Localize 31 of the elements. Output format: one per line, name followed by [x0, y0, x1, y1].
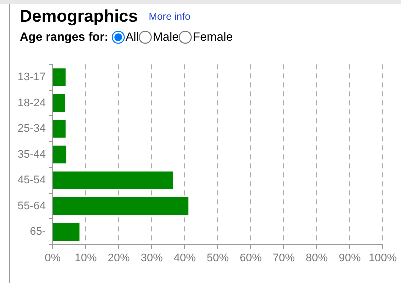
chart-title: Demographics	[20, 7, 138, 27]
x-tick-label: 80%	[306, 252, 328, 265]
y-tick-label: 35-44	[18, 148, 46, 161]
text: Age ranges for:	[20, 30, 109, 44]
x-tick-label: 30%	[140, 252, 164, 265]
bar	[54, 68, 66, 86]
bar	[54, 172, 174, 190]
bar	[54, 94, 66, 112]
x-tick-label: 0%	[45, 252, 62, 265]
bar	[54, 120, 66, 138]
text: More info	[149, 12, 191, 23]
y-tick-label: 45-54	[18, 174, 46, 187]
x-tick-label: 20%	[108, 252, 130, 265]
x-tick-label: 10%	[74, 252, 98, 265]
x-tick-label: 40%	[174, 252, 196, 265]
bar	[54, 223, 80, 241]
y-tick-label: 55-64	[18, 200, 46, 212]
x-tick-label: 50%	[206, 252, 230, 265]
x-tick-label: 70%	[272, 252, 296, 265]
y-tick-label: 65-	[30, 226, 46, 238]
y-tick-label: 25-34	[18, 123, 46, 136]
x-tick-label: 60%	[240, 252, 262, 265]
text: All	[124, 30, 140, 44]
x-tick-label: 100%	[368, 252, 398, 265]
y-tick-label: 18-24	[18, 97, 46, 110]
text: Male	[152, 30, 180, 44]
y-tick-label: 13-17	[18, 72, 46, 84]
text: Female	[192, 30, 234, 44]
x-tick-label: 90%	[338, 252, 362, 265]
bar	[54, 197, 189, 216]
bar	[54, 146, 67, 164]
